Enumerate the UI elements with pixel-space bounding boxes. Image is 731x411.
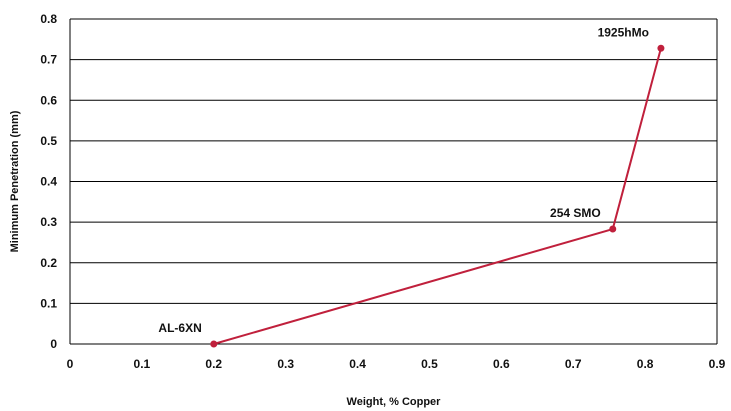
x-tick-label: 0.4 — [349, 357, 366, 371]
x-tick-label: 0.8 — [637, 357, 654, 371]
x-tick-label: 0.1 — [134, 357, 151, 371]
y-tick-label: 0.4 — [40, 175, 57, 189]
y-tick-label: 0.8 — [40, 12, 57, 26]
data-point — [657, 44, 665, 52]
gridlines — [70, 18, 717, 304]
data-point — [210, 340, 218, 348]
y-tick-label: 0.6 — [40, 93, 57, 107]
x-tick-label: 0.6 — [493, 357, 510, 371]
x-axis-title: Weight, % Copper — [347, 396, 442, 408]
series-line — [213, 47, 662, 345]
point-label: AL-6XN — [158, 321, 201, 335]
x-tick-label: 0.7 — [565, 357, 582, 371]
data-point — [609, 225, 617, 233]
x-tick-label: 0 — [67, 357, 74, 371]
y-tick-labels: 0 0.1 0.2 0.3 0.4 0.5 0.6 0.7 0.8 — [40, 12, 57, 351]
x-tick-label: 0.5 — [421, 357, 438, 371]
axes — [69, 19, 718, 345]
y-tick-label: 0.5 — [40, 134, 57, 148]
y-tick-label: 0 — [50, 337, 57, 351]
y-axis-title: Minimum Penetration (mm) — [9, 110, 21, 252]
point-label: 1925hMo — [598, 25, 649, 39]
y-tick-label: 0.3 — [40, 215, 57, 229]
series — [210, 44, 665, 348]
x-tick-label: 0.2 — [205, 357, 222, 371]
y-tick-label: 0.1 — [40, 296, 57, 310]
point-labels: AL-6XN 254 SMO 1925hMo — [158, 25, 648, 335]
x-tick-labels: 0 0.1 0.2 0.3 0.4 0.5 0.6 0.7 0.8 0.9 — [67, 357, 726, 371]
y-tick-label: 0.2 — [40, 256, 57, 270]
y-tick-label: 0.7 — [40, 53, 57, 67]
x-tick-label: 0.9 — [709, 357, 726, 371]
x-tick-label: 0.3 — [277, 357, 294, 371]
point-label: 254 SMO — [550, 206, 601, 220]
